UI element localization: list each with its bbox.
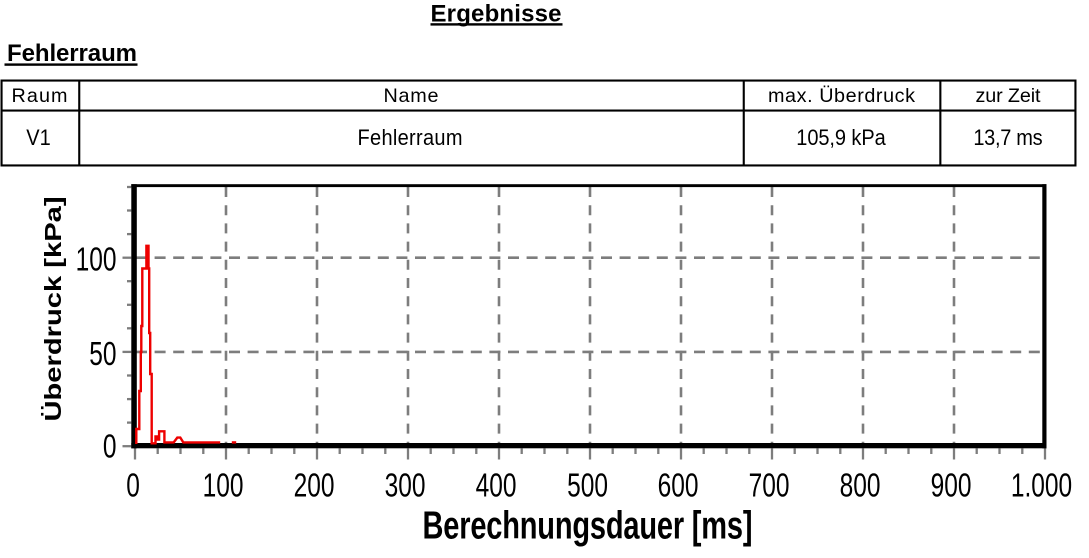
svg-text:Fehlerraum: Fehlerraum: [7, 40, 137, 67]
svg-text:105,9 kPa: 105,9 kPa: [796, 126, 886, 150]
svg-text:900: 900: [931, 468, 972, 504]
svg-text:100: 100: [76, 242, 117, 278]
svg-text:max. Überdruck: max. Überdruck: [768, 85, 915, 107]
svg-text:500: 500: [567, 468, 608, 504]
svg-text:V1: V1: [26, 126, 51, 150]
svg-text:0: 0: [126, 468, 140, 504]
svg-text:0: 0: [103, 429, 117, 465]
svg-text:Berechnungsdauer [ms]: Berechnungsdauer [ms]: [423, 505, 753, 548]
svg-text:zur Zeit: zur Zeit: [976, 85, 1042, 107]
svg-text:600: 600: [658, 468, 699, 504]
svg-text:Fehlerraum: Fehlerraum: [358, 126, 463, 150]
svg-text:13,7 ms: 13,7 ms: [973, 126, 1042, 150]
svg-text:800: 800: [840, 468, 881, 504]
svg-text:Ergebnisse: Ergebnisse: [431, 0, 562, 27]
svg-text:1.000: 1.000: [1011, 468, 1072, 504]
svg-text:300: 300: [385, 468, 426, 504]
svg-text:Name: Name: [384, 85, 439, 107]
svg-text:100: 100: [203, 468, 244, 504]
svg-text:400: 400: [476, 468, 517, 504]
svg-text:700: 700: [749, 468, 790, 504]
svg-text:200: 200: [294, 468, 335, 504]
svg-text:Raum: Raum: [12, 85, 68, 107]
svg-text:50: 50: [89, 337, 116, 373]
svg-text:Überdruck [kPa]: Überdruck [kPa]: [40, 196, 67, 421]
